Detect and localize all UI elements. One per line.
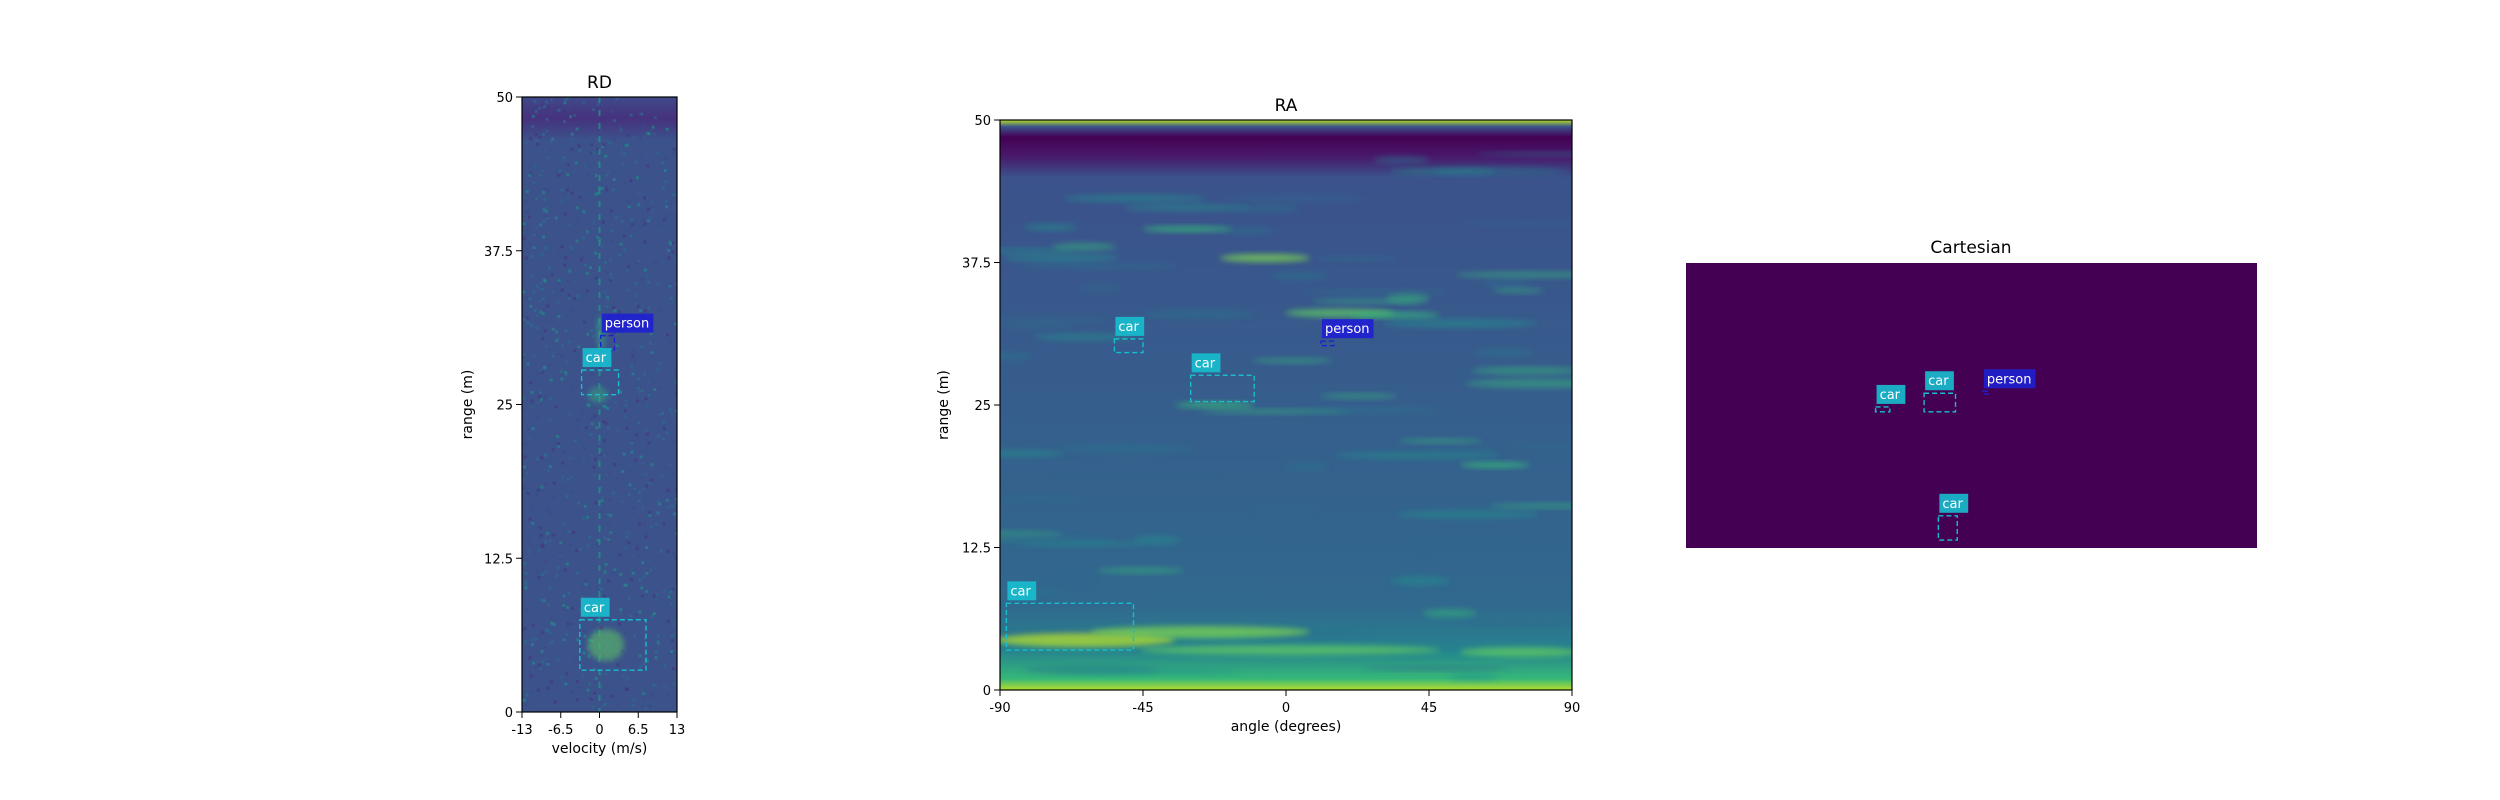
cartesian-car-box [1937,515,1958,541]
cartesian-person-label-bg [1983,369,2036,389]
rd-detections: person car car [579,313,654,671]
ra-ytick-label: 37.5 [962,257,991,272]
cartesian-person-box [1982,390,1990,395]
ra-heatmap [1000,120,1572,690]
rd-person-label: person [605,317,650,332]
ra-car-label: car [1195,356,1216,371]
rd-xtick-label: -6.5 [548,723,573,738]
ra-car-box [1005,602,1135,651]
ra-car-box [1189,374,1255,403]
rd-person-label-bg [601,313,654,333]
cartesian-title: Cartesian [1930,238,2011,258]
cartesian-image [1686,263,2257,548]
ra-detections: car person car car [1005,316,1374,651]
ra-person-box [1320,340,1335,347]
rd-ytick-label: 25 [496,399,513,414]
ra-xlabel: angle (degrees) [1231,719,1342,735]
rd-heatmap [522,97,677,712]
ra-xtick-label: -45 [1132,701,1153,716]
rd-car-label-bg [580,597,610,617]
cartesian-car-label: car [1942,497,1963,512]
rd-xtick-label: 13 [669,723,686,738]
rd-car-box [580,369,620,396]
ra-xtick-label: 0 [1282,701,1290,716]
rd-ytick-label: 50 [496,91,513,106]
rd-car-box [579,619,647,671]
cartesian-car-label-bg [1876,384,1906,404]
ra-title: RA [1275,96,1298,116]
rd-ytick-label: 0 [505,706,513,721]
cartesian-car-label: car [1880,388,1901,403]
cartesian-panel: Cartesian car car person car [1686,238,2257,548]
ra-xtick-label: -90 [989,701,1010,716]
ra-person-label: person [1325,322,1370,337]
rd-xtick-label: 6.5 [628,723,649,738]
ra-ytick-label: 12.5 [962,542,991,557]
rd-ytick-label: 12.5 [484,552,513,567]
ra-ylabel: range (m) [936,370,952,440]
cartesian-person-label: person [1987,372,2032,387]
ra-ytick-label: 0 [983,684,991,699]
ra-xtick-label: 45 [1421,701,1438,716]
cartesian-car-box [1923,392,1957,413]
cartesian-detections: car car person car [1874,369,2036,541]
rd-title: RD [587,73,612,93]
ra-ytick-label: 50 [974,114,991,129]
ra-car-label-bg [1007,581,1037,601]
ra-xtick-label: 90 [1564,701,1581,716]
ra-car-label: car [1118,320,1139,335]
cartesian-car-box [1874,406,1891,413]
rd-ytick-label: 37.5 [484,245,513,260]
rd-xlabel: velocity (m/s) [552,741,648,757]
rd-car-label: car [584,601,605,616]
rd-xtick-label: -13 [511,723,532,738]
rd-axes: -13 -6.5 0 6.5 13 0 12.5 25 37.5 50 [484,91,685,738]
rd-car-label: car [586,351,607,366]
ra-person-label-bg [1321,319,1374,339]
ra-car-box [1113,338,1144,354]
ra-car-label: car [1010,584,1031,599]
rd-ylabel: range (m) [460,370,476,440]
rd-xtick-label: 0 [595,723,603,738]
cartesian-car-label-bg [1939,493,1969,513]
cartesian-car-label: car [1928,374,1949,389]
rd-car-label-bg [582,348,612,368]
ra-ytick-label: 25 [974,399,991,414]
rd-panel: RD -13 -6.5 0 6.5 13 0 12.5 25 37.5 50 person car c… [460,73,685,757]
cartesian-car-label-bg [1925,371,1954,391]
ra-car-label-bg [1191,353,1221,373]
ra-axes: -90 -45 0 45 90 0 12.5 25 37.5 50 [962,114,1580,716]
ra-car-label-bg [1115,316,1145,336]
